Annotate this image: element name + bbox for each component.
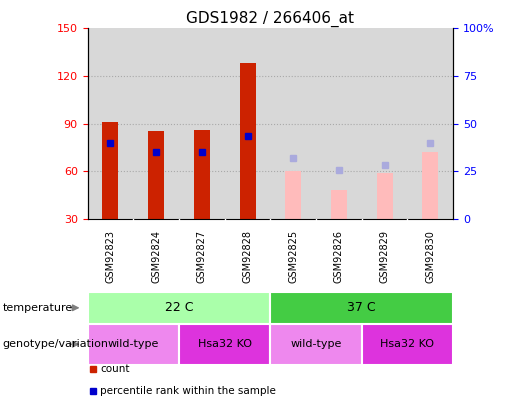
Bar	[88, 292, 270, 324]
Text: GSM92829: GSM92829	[380, 230, 390, 283]
Bar	[376, 173, 392, 219]
Bar	[362, 324, 453, 364]
Text: wild-type: wild-type	[290, 339, 342, 349]
Text: wild-type: wild-type	[108, 339, 159, 349]
Text: percentile rank within the sample: percentile rank within the sample	[100, 386, 277, 396]
Bar	[102, 122, 118, 219]
Text: 37 C: 37 C	[348, 301, 376, 314]
Text: GSM92826: GSM92826	[334, 230, 344, 283]
Text: GSM92825: GSM92825	[288, 230, 298, 283]
Text: GSM92824: GSM92824	[151, 230, 161, 283]
Bar	[270, 292, 453, 324]
Text: GSM92830: GSM92830	[425, 230, 435, 283]
Text: Hsa32 KO: Hsa32 KO	[381, 339, 435, 349]
Title: GDS1982 / 266406_at: GDS1982 / 266406_at	[186, 11, 354, 27]
Text: GSM92823: GSM92823	[106, 230, 115, 283]
Text: Hsa32 KO: Hsa32 KO	[198, 339, 252, 349]
Bar	[270, 324, 362, 364]
Text: GSM92828: GSM92828	[243, 230, 252, 283]
Bar	[148, 132, 164, 219]
Bar	[285, 171, 301, 219]
Text: count: count	[100, 364, 130, 373]
Text: GSM92827: GSM92827	[197, 230, 207, 283]
Text: temperature: temperature	[3, 303, 73, 313]
Text: 22 C: 22 C	[165, 301, 193, 314]
Bar	[194, 130, 210, 219]
Bar	[239, 63, 255, 219]
Bar	[331, 190, 347, 219]
Text: genotype/variation: genotype/variation	[3, 339, 109, 349]
Bar	[88, 324, 179, 364]
Bar	[422, 152, 438, 219]
Bar	[179, 324, 270, 364]
